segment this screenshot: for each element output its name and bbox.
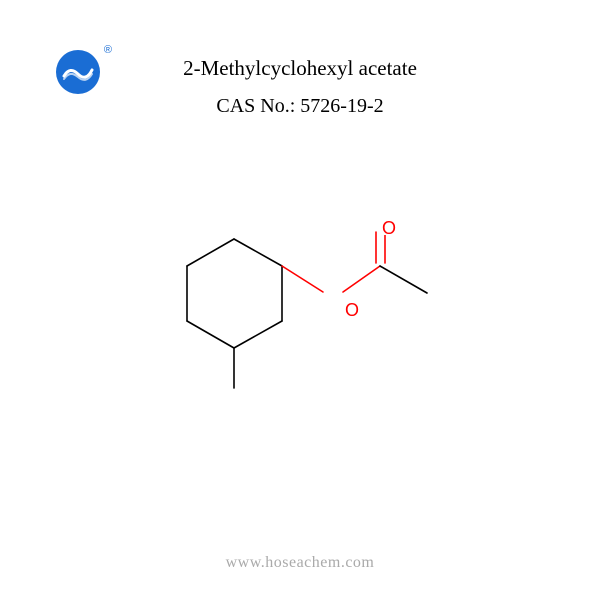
chemical-structure-diagram: OO <box>155 210 445 390</box>
title-block: 2-Methylcyclohexyl acetate CAS No.: 5726… <box>0 56 600 118</box>
bond <box>234 239 282 266</box>
bond <box>187 239 234 266</box>
atom-label: O <box>382 218 396 238</box>
registered-mark: ® <box>104 44 112 56</box>
bond <box>380 266 427 293</box>
bond <box>282 266 323 292</box>
atom-label: O <box>345 300 359 320</box>
bond <box>187 321 234 348</box>
bond <box>234 321 282 348</box>
watermark-url: www.hoseachem.com <box>0 554 600 572</box>
bond <box>343 266 380 292</box>
compound-name: 2-Methylcyclohexyl acetate <box>0 56 600 81</box>
cas-number: CAS No.: 5726-19-2 <box>0 95 600 118</box>
